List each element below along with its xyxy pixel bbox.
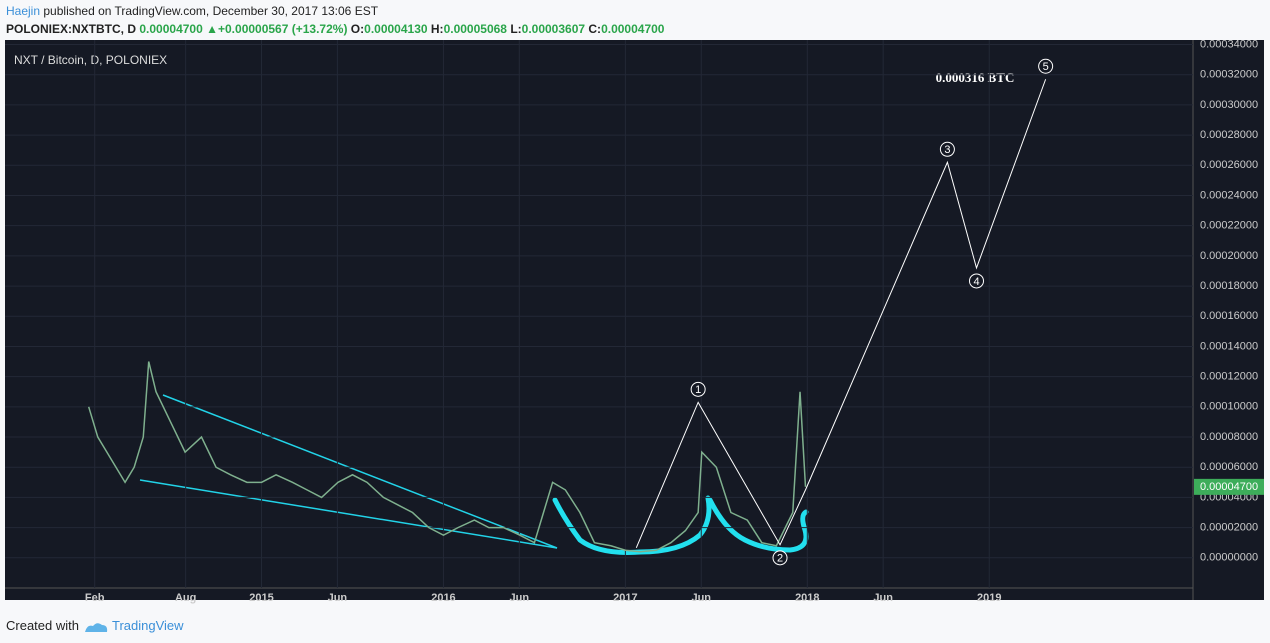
wave-label: 2 bbox=[777, 553, 783, 565]
x-tick-label: Jun bbox=[873, 592, 893, 604]
wave-line bbox=[635, 79, 1047, 549]
x-tick-label: 2019 bbox=[977, 592, 1001, 604]
y-tick-label: 0.00032000 bbox=[1200, 69, 1258, 81]
wave-label: 1 bbox=[695, 384, 701, 396]
trend-lines bbox=[139, 394, 558, 549]
high: 0.00005068 bbox=[443, 22, 507, 36]
x-tick-label: Jun bbox=[510, 592, 530, 604]
y-tick-label: 0.00026000 bbox=[1200, 159, 1258, 171]
low: 0.00003607 bbox=[521, 22, 586, 36]
close: 0.00004700 bbox=[601, 22, 665, 36]
y-tick-label: 0.00024000 bbox=[1200, 189, 1258, 201]
wave-marker bbox=[969, 273, 985, 289]
x-tick-label: 2018 bbox=[795, 592, 819, 604]
quote-line: POLONIEX:NXTBTC, D 0.00004700 ▲+0.000005… bbox=[6, 22, 664, 36]
y-tick-label: 0.00016000 bbox=[1200, 310, 1258, 322]
y-tick-label: 0.00018000 bbox=[1200, 280, 1258, 292]
y-tick-label: 0.00028000 bbox=[1200, 129, 1258, 141]
y-tick-label: 0.00000000 bbox=[1200, 552, 1258, 564]
arrow: ▲ bbox=[206, 22, 218, 36]
o-label: O: bbox=[350, 22, 365, 36]
y-tick-label: 0.00034000 bbox=[1200, 38, 1258, 50]
target-label: 0.000316 BTC bbox=[936, 70, 1015, 85]
legend: NXT / Bitcoin, D, POLONIEX bbox=[14, 53, 167, 67]
symbol: POLONIEX:NXTBTC, D bbox=[6, 22, 137, 36]
open: 0.00004130 bbox=[364, 22, 428, 36]
wave-label: 4 bbox=[973, 276, 979, 288]
y-tick-label: 0.00022000 bbox=[1200, 220, 1258, 232]
y-tick-label: 0.00012000 bbox=[1200, 371, 1258, 383]
y-tick-label: 0.00020000 bbox=[1200, 250, 1258, 262]
x-tick-label: 2015 bbox=[249, 592, 273, 604]
x-tick-label: 2016 bbox=[431, 592, 455, 604]
wave-marker bbox=[772, 550, 788, 566]
h-label: H: bbox=[430, 22, 444, 36]
x-tick-label: Jun bbox=[691, 592, 711, 604]
wave-marker bbox=[1038, 58, 1054, 74]
c-label: C: bbox=[588, 22, 602, 36]
brand[interactable]: TradingView bbox=[112, 618, 184, 633]
author[interactable]: Haejin bbox=[6, 4, 41, 18]
publish-line: Haejin published on TradingView.com, Dec… bbox=[6, 4, 378, 18]
x-tick-label: 2017 bbox=[613, 592, 637, 604]
x-tick-label: Jun bbox=[328, 592, 348, 604]
y-tick-label: 0.00002000 bbox=[1200, 522, 1258, 534]
y-tick-label: 0.00030000 bbox=[1200, 99, 1258, 111]
wave-marker bbox=[690, 381, 706, 397]
x-tick-label: Feb bbox=[85, 592, 105, 604]
price-line bbox=[87, 361, 807, 553]
last: 0.00004700 bbox=[139, 22, 203, 36]
price-tag-bg bbox=[1194, 478, 1264, 495]
footer: Created with TradingView bbox=[6, 618, 184, 634]
y-tick-label: 0.00008000 bbox=[1200, 431, 1258, 443]
x-tick-label: Aug bbox=[175, 592, 196, 604]
y-tick-label: 0.00006000 bbox=[1200, 461, 1258, 473]
wave-marker bbox=[939, 141, 955, 157]
chart-bg bbox=[5, 40, 1264, 600]
y-tick-label: 0.00014000 bbox=[1200, 340, 1258, 352]
published: published on TradingView.com, December 3… bbox=[43, 4, 379, 18]
wave-label: 3 bbox=[944, 144, 950, 156]
logo bbox=[84, 622, 107, 632]
y-tick-label: 0.00010000 bbox=[1200, 401, 1258, 413]
change: +0.00000567 (+13.72%) bbox=[218, 22, 348, 36]
created: Created with bbox=[6, 618, 79, 633]
l-label: L: bbox=[510, 22, 522, 36]
price-tag: 0.00004700 bbox=[1200, 481, 1258, 493]
wave-label: 5 bbox=[1043, 61, 1049, 73]
